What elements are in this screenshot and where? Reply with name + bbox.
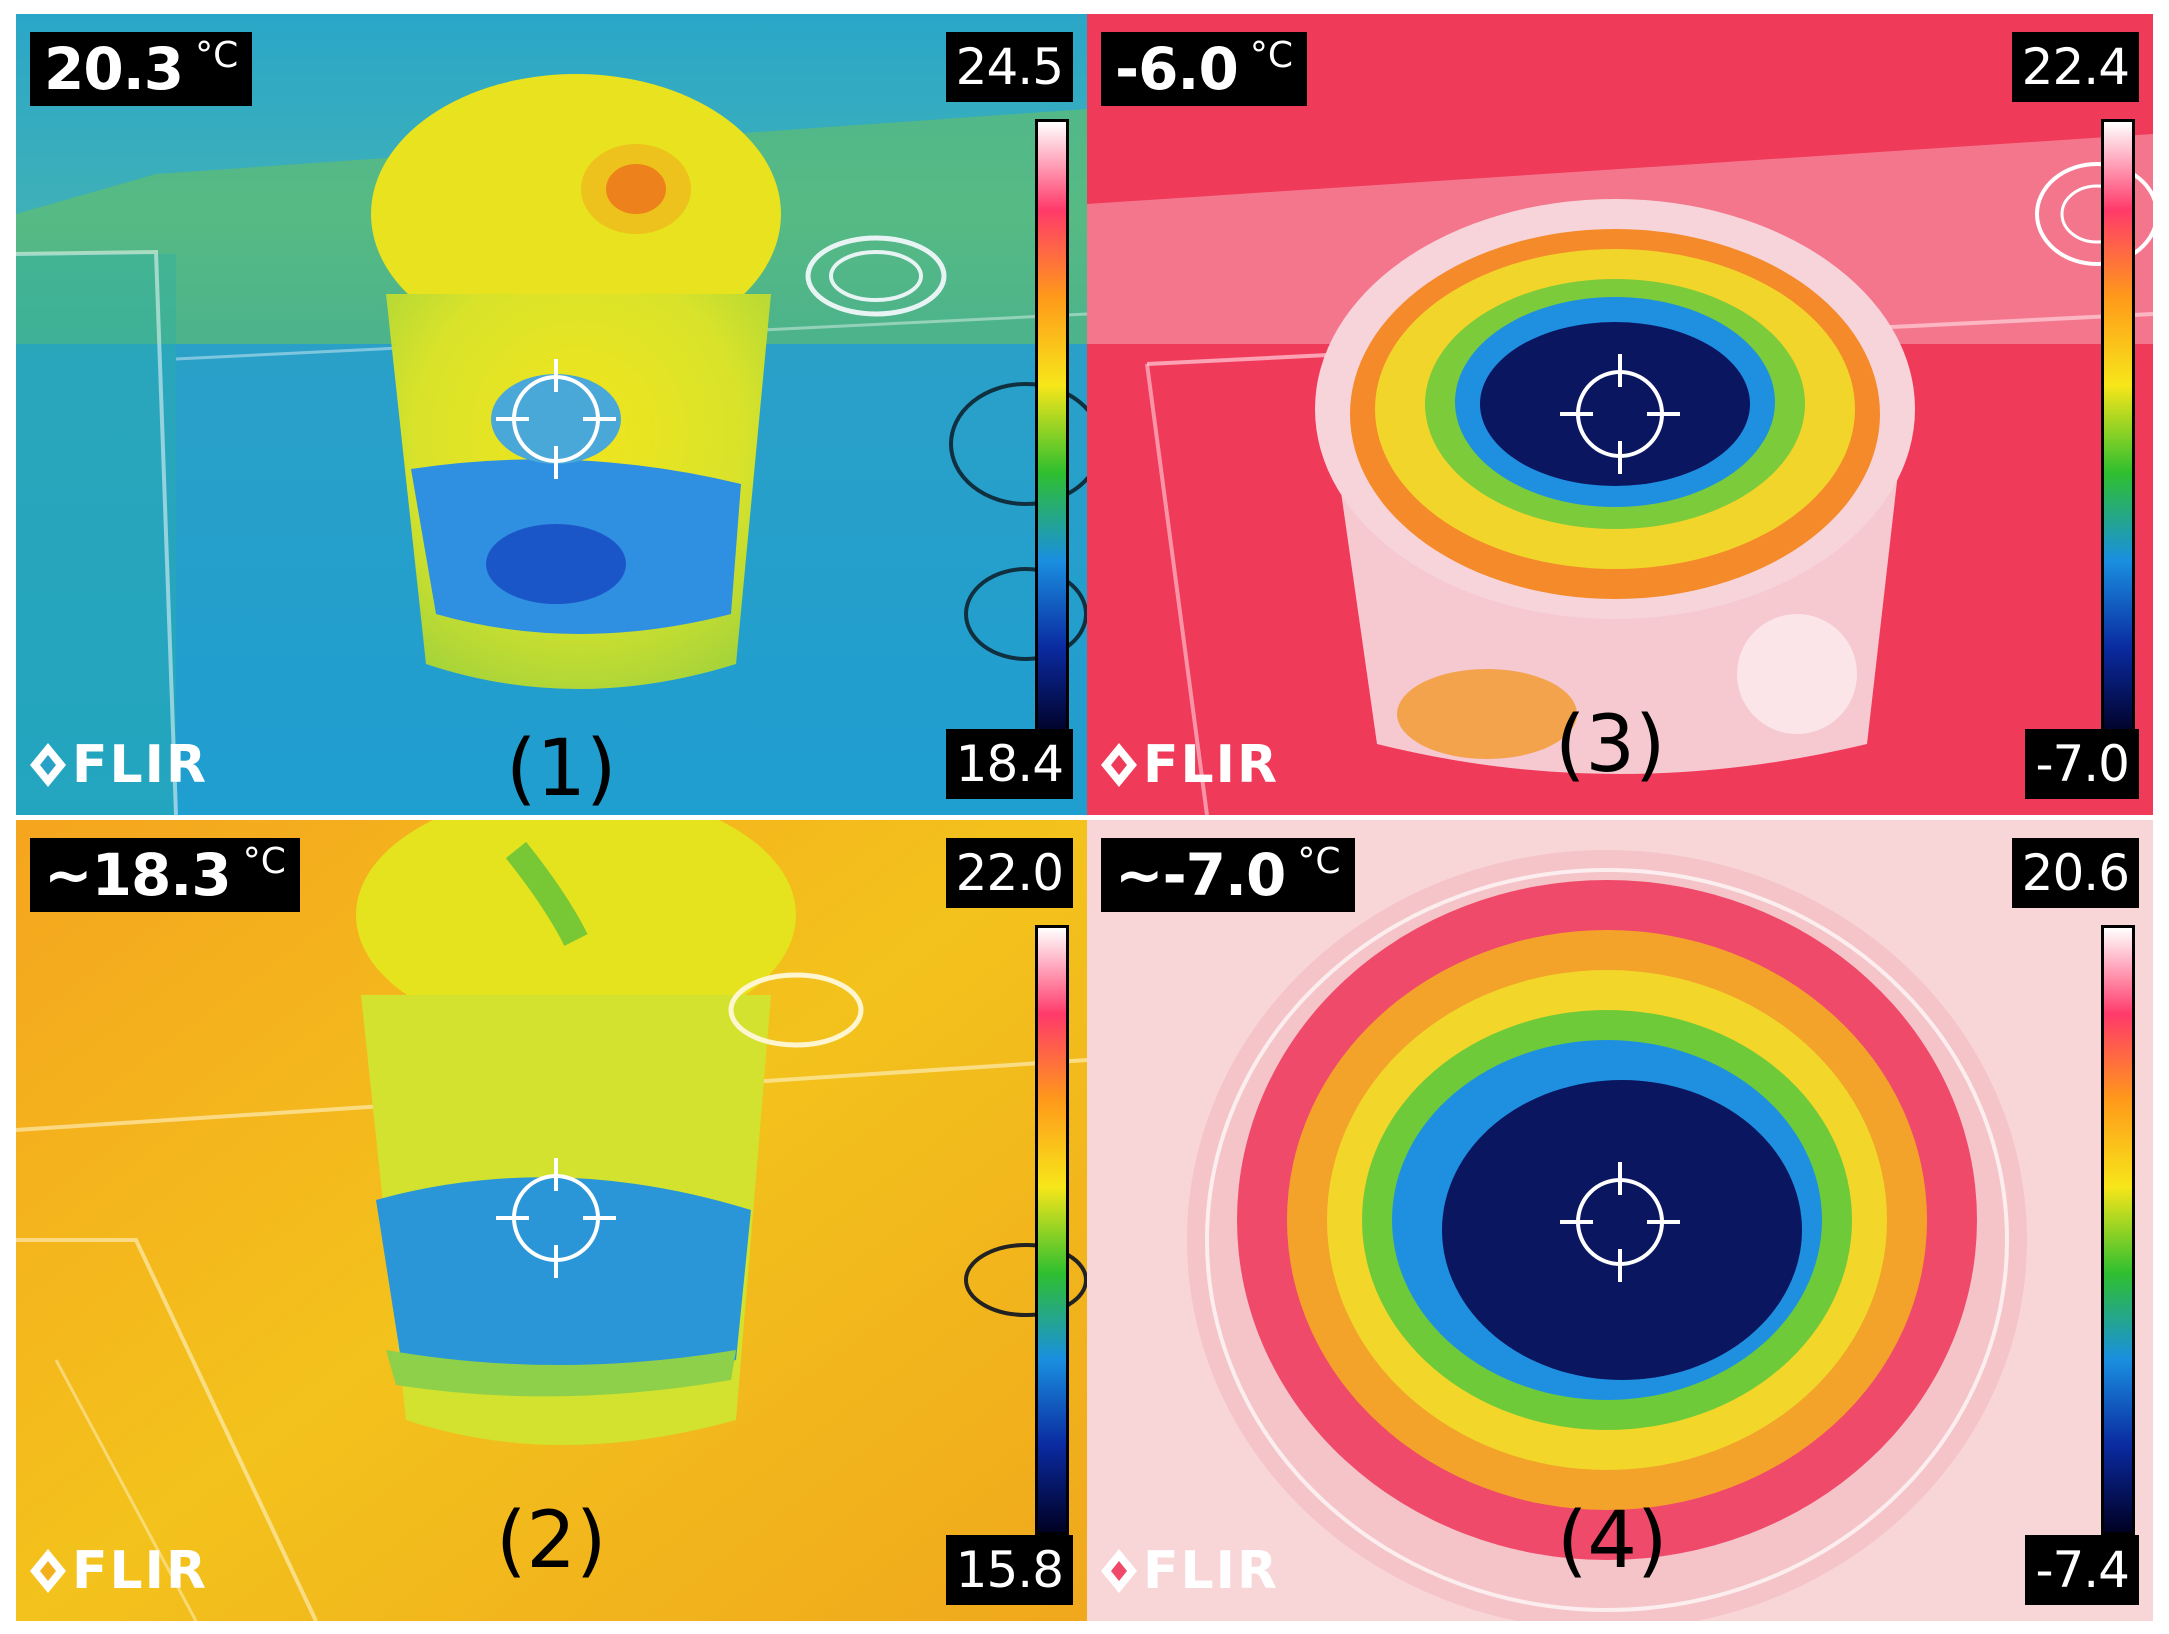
flir-logo-text: FLIR [1143,735,1280,795]
panel-caption: (2) [496,1496,607,1586]
color-scale-bar [1035,119,1069,739]
color-scale-bar [1035,925,1069,1535]
temperature-readout: -6.0 °C [1101,32,1307,106]
thermal-panel-2: ~18.3 °C 22.0 15.8 FLIR (2) [16,820,1087,1621]
flir-logo: FLIR [1099,1541,1279,1601]
flir-diamond-icon [30,743,66,787]
scale-min: -7.0 [2025,729,2139,799]
readout-value: 20.3 [44,35,184,103]
temperature-readout: 20.3 °C [30,32,253,106]
scale-min: 15.8 [945,1535,1073,1605]
readout-value: -6.0 [1115,35,1239,103]
crosshair-icon [496,359,616,479]
color-scale-bar [2101,119,2135,739]
readout-value: ~-7.0 [1115,841,1286,909]
readout-unit: °C [1297,841,1341,882]
crosshair-icon [1560,354,1680,474]
flir-diamond-icon [1101,743,1137,787]
readout-unit: °C [1249,35,1293,76]
readout-value: ~18.3 [44,841,232,909]
panel-caption: (4) [1557,1496,1668,1586]
readout-unit: °C [195,35,239,76]
crosshair-icon [496,1158,616,1278]
color-scale-bar [2101,925,2135,1535]
temperature-readout: ~18.3 °C [30,838,300,912]
thermal-image-1 [16,14,1087,815]
flir-logo: FLIR [1099,735,1279,795]
flir-logo-text: FLIR [1143,1541,1280,1601]
readout-unit: °C [242,841,286,882]
scale-max: 22.0 [945,838,1073,908]
flir-diamond-icon [30,1549,66,1593]
thermal-image-3 [1087,14,2153,815]
scale-min: 18.4 [945,729,1073,799]
crosshair-icon [1560,1162,1680,1282]
thermal-panel-3: -6.0 °C 22.4 -7.0 FLIR (3) [1087,14,2153,815]
flir-logo: FLIR [28,1541,208,1601]
scale-max: 20.6 [2011,838,2139,908]
thermal-panel-1: 20.3 °C 24.5 18.4 FLIR (1) [16,14,1087,815]
panel-caption: (1) [506,724,617,814]
thermal-image-4 [1087,820,2153,1621]
thermal-panel-4: ~-7.0 °C 20.6 -7.4 FLIR (4) [1087,820,2153,1621]
flir-logo-text: FLIR [72,1541,209,1601]
flir-diamond-icon [1101,1549,1137,1593]
temperature-readout: ~-7.0 °C [1101,838,1355,912]
flir-logo-text: FLIR [72,735,209,795]
scale-min: -7.4 [2025,1535,2139,1605]
scale-max: 24.5 [945,32,1073,102]
panel-caption: (3) [1555,700,1666,790]
flir-logo: FLIR [28,735,208,795]
scale-max: 22.4 [2011,32,2139,102]
thermal-image-2 [16,820,1087,1621]
